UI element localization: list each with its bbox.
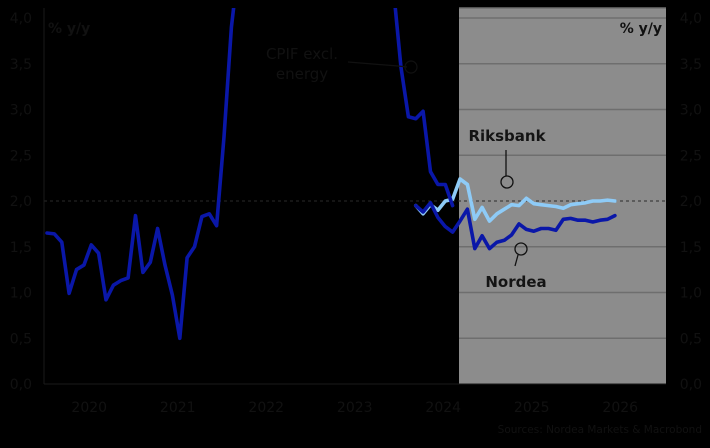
y-tick-left: 2,5 [10,148,32,164]
x-tick: 2023 [337,400,373,416]
x-tick: 2020 [71,400,107,416]
y-tick-right: 3,5 [680,57,702,73]
y-tick-right: 3,0 [680,103,702,119]
y-tick-right: 1,5 [680,240,702,256]
axes [43,8,666,385]
y-axis-right-label: % y/y [620,21,662,37]
series-line-cpif-excl-energy [45,8,455,341]
x-tick: 2021 [160,400,196,416]
y-tick-right: 4,0 [680,11,702,27]
y-tick-right: 0,0 [680,377,702,393]
forecast-shading [459,8,666,384]
annotation-cpif-line2: energy [276,65,328,83]
forecast-region [459,8,666,384]
annotation-nordea-label: Nordea [485,273,546,291]
annotation-riksbank: Riksbank [468,127,547,189]
annotation-cpif-leader [347,61,408,68]
y-tick-left: 3,5 [10,57,32,73]
annotation-riksbank-label: Riksbank [468,127,546,145]
y-tick-right: 1,0 [680,286,702,302]
y-tick-right: 0,5 [680,331,702,347]
series-lines [45,8,617,341]
annotation-cpif-marker [404,60,418,74]
x-tick: 2025 [514,400,550,416]
y-tick-left: 1,5 [10,240,32,256]
y-tick-left: 2,0 [10,194,32,210]
annotation-riksbank-marker [500,175,514,189]
annotation-nordea: Nordea [485,242,547,291]
x-axis-ticks: 2020 2021 2022 2023 2024 2025 2026 [71,400,638,416]
annotation-nordea-leader [514,254,519,267]
y-tick-left: 0,0 [10,377,32,393]
annotation-cpif-line1: CPIF excl. [266,45,338,63]
source-note: Sources: Nordea Markets & Macrobond [498,424,702,436]
y-axis-right-ticks: 0,0 0,5 1,0 1,5 2,0 2,5 3,0 3,5 4,0 [680,11,702,393]
x-tick: 2024 [425,400,461,416]
y-tick-right: 2,0 [680,194,702,210]
y-tick-right: 2,5 [680,148,702,164]
y-tick-left: 4,0 [10,11,32,27]
y-axis-left-label: % y/y [48,21,90,37]
gridlines [44,7,666,339]
y-axis-left-ticks: 0,0 0,5 1,0 1,5 2,0 2,5 3,0 3,5 4,0 [10,11,32,393]
annotation-nordea-marker [514,242,528,256]
y-tick-left: 0,5 [10,331,32,347]
y-tick-left: 3,0 [10,103,32,119]
y-tick-left: 1,0 [10,286,32,302]
x-tick: 2026 [602,400,638,416]
x-tick: 2022 [248,400,284,416]
annotation-cpif: CPIF excl. energy [266,45,418,83]
series-line-nordea [413,201,617,251]
